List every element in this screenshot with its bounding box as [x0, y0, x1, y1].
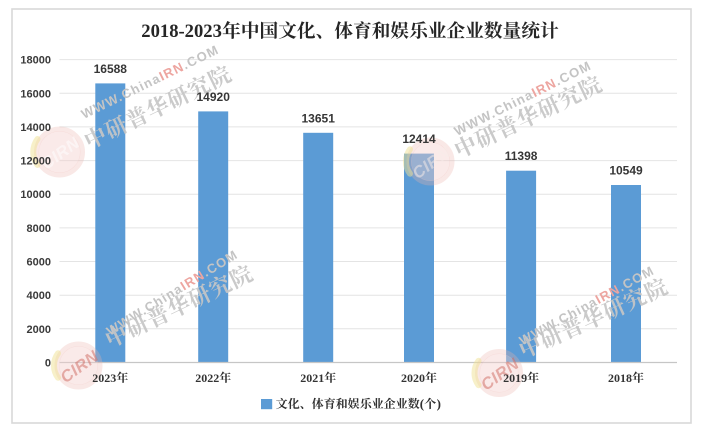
svg-text:2022: 2022 — [195, 371, 219, 385]
svg-text:2020: 2020 — [401, 371, 425, 385]
svg-text:12414: 12414 — [402, 132, 436, 146]
svg-text:16000: 16000 — [20, 88, 51, 100]
svg-text:12000: 12000 — [20, 156, 51, 168]
svg-text:0: 0 — [45, 358, 51, 370]
svg-text:8000: 8000 — [27, 223, 51, 235]
svg-text:10000: 10000 — [20, 189, 51, 201]
svg-text:(: ( — [420, 396, 424, 411]
svg-text:18000: 18000 — [20, 55, 51, 67]
svg-text:): ) — [437, 396, 441, 411]
svg-text:14000: 14000 — [20, 122, 51, 134]
svg-text:2021: 2021 — [300, 371, 324, 385]
svg-text:16588: 16588 — [94, 62, 128, 76]
svg-text:2018-2023: 2018-2023 — [141, 21, 222, 42]
svg-text:2023: 2023 — [92, 371, 116, 385]
svg-text:10549: 10549 — [609, 164, 643, 178]
svg-text:13651: 13651 — [302, 111, 336, 125]
svg-text:11398: 11398 — [505, 149, 538, 163]
svg-text:6000: 6000 — [27, 257, 51, 269]
svg-text:2000: 2000 — [27, 324, 51, 336]
svg-text:14920: 14920 — [197, 90, 231, 104]
svg-text:2018: 2018 — [608, 371, 632, 385]
svg-text:4000: 4000 — [27, 290, 51, 302]
svg-text:2019: 2019 — [503, 371, 527, 385]
